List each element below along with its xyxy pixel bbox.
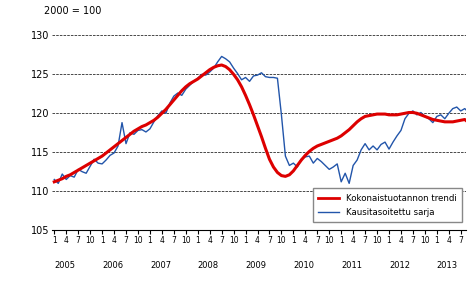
Text: 2006: 2006 (102, 261, 123, 270)
Text: 2010: 2010 (293, 261, 314, 270)
Text: 2012: 2012 (389, 261, 410, 270)
Text: 2007: 2007 (150, 261, 171, 270)
Legend: Kokonaistuotannon trendi, Kausitasoitettu sarja: Kokonaistuotannon trendi, Kausitasoitett… (313, 189, 462, 222)
Text: 2000 = 100: 2000 = 100 (44, 6, 101, 16)
Text: 2013: 2013 (437, 261, 458, 270)
Text: 2011: 2011 (341, 261, 362, 270)
Text: 2009: 2009 (246, 261, 267, 270)
Text: 2005: 2005 (54, 261, 75, 270)
Text: 2008: 2008 (198, 261, 219, 270)
